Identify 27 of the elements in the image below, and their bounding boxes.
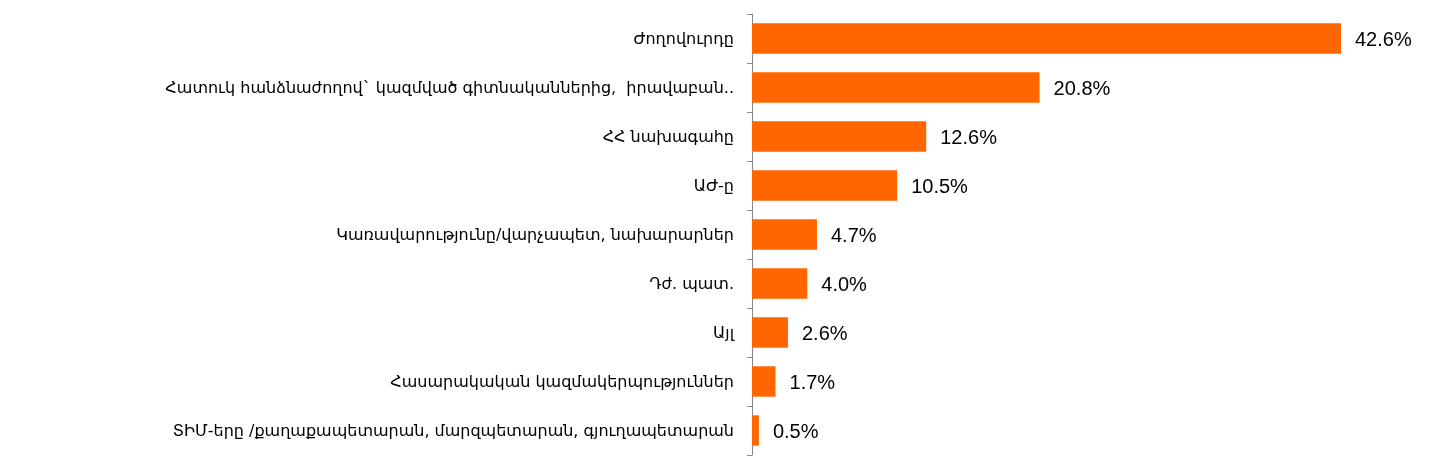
y-tick-label: ՏԻՄ-երը /քաղաքապետարան, մարզպետարան, գյուղապետարան	[172, 421, 734, 440]
bar	[752, 366, 776, 397]
bar	[752, 268, 808, 299]
y-tick-label: ՀՀ նախագահը	[602, 127, 734, 146]
bar	[752, 23, 1341, 54]
bar	[752, 219, 817, 250]
y-tick-label: ԱԺ-ը	[693, 176, 734, 195]
y-tick-label: Հասարակական կազմակերպություններ	[390, 372, 734, 391]
data-label: 0.5%	[772, 419, 819, 442]
y-tick-label: Կառավարությունը/վարչապետ, նախարարներ	[336, 225, 734, 244]
data-label: 2.6%	[801, 321, 848, 344]
y-tick-label: Այլ	[713, 323, 735, 342]
bar	[752, 121, 927, 152]
data-label: 4.7%	[830, 223, 877, 246]
y-tick-label: Հատուկ հանձնաժողով` կազմված գիտնականներից, իրավաբան..	[165, 78, 734, 97]
data-label: 42.6%	[1355, 27, 1412, 50]
bar	[752, 317, 788, 348]
bar	[752, 170, 898, 201]
data-label: 1.7%	[789, 370, 836, 393]
data-label: 10.5%	[911, 174, 969, 197]
data-label: 4.0%	[821, 272, 868, 295]
bar	[752, 72, 1040, 103]
y-tick-label: Դժ. պատ.	[649, 274, 734, 293]
data-label: 12.6%	[940, 125, 998, 148]
y-tick-label: Ժողովուրդը	[633, 29, 734, 48]
data-label: 20.8%	[1053, 76, 1111, 99]
bar	[752, 415, 759, 446]
